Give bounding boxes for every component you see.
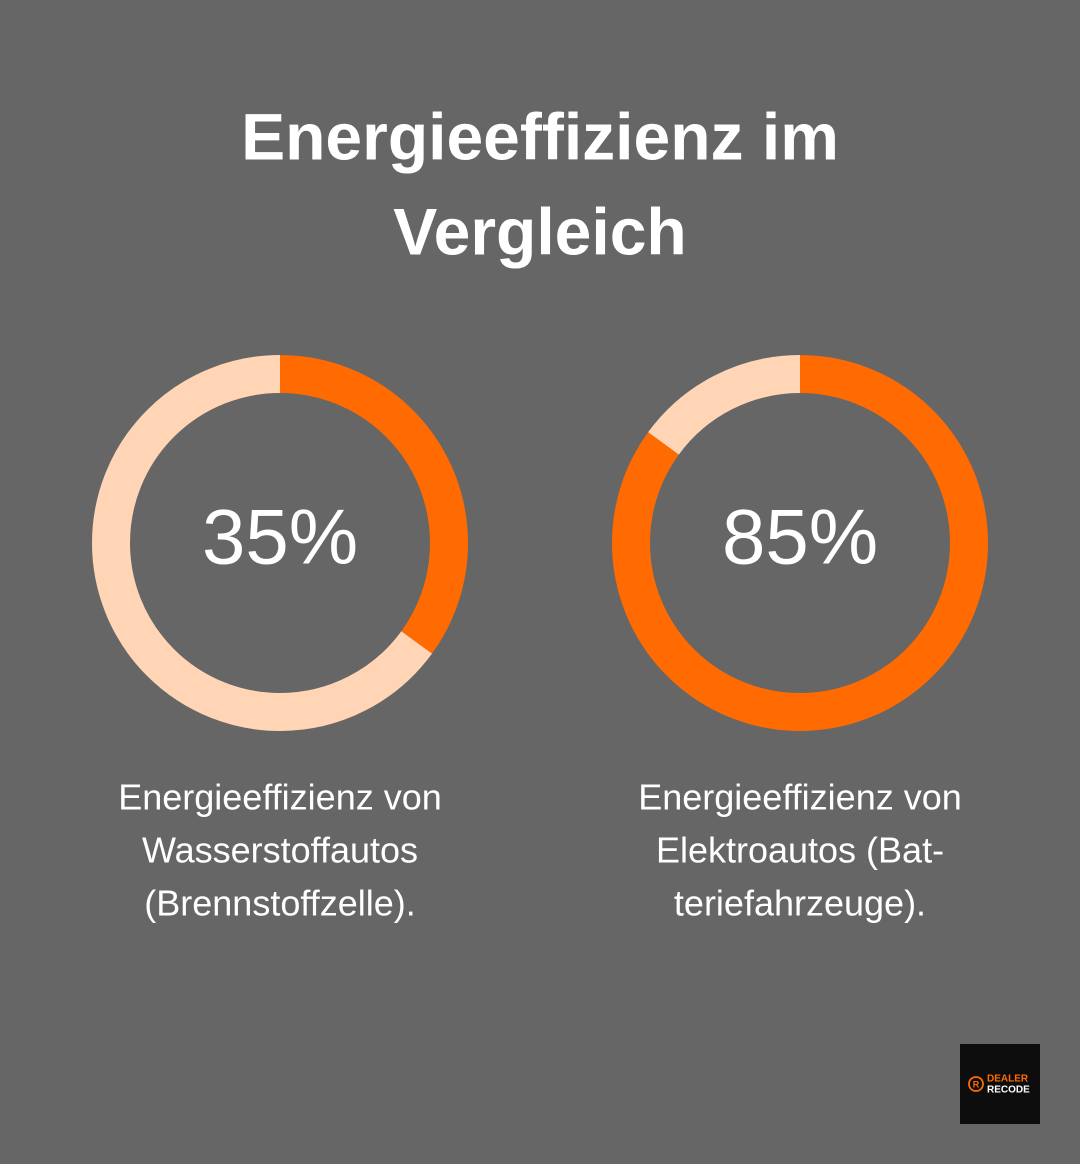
- logo-text: DEALER: [987, 1074, 1029, 1085]
- donut-segment: [92, 355, 468, 731]
- caption-line: Elektroautos (Bat-: [656, 830, 944, 871]
- logo-text: RECODE: [987, 1085, 1030, 1096]
- caption-line: Energieeffizienz von: [118, 777, 442, 818]
- logo-icon-letter: R: [973, 1079, 980, 1089]
- title-line: Vergleich: [393, 194, 687, 268]
- caption-line: teriefahrzeuge).: [674, 883, 926, 924]
- caption-line: (Brennstoffzelle).: [144, 883, 415, 924]
- center-label: 35%: [202, 493, 358, 581]
- title-line: Energieeffizienz im: [241, 99, 839, 173]
- donut-segment: [612, 355, 988, 731]
- caption-line: Wasserstoffautos: [142, 830, 418, 871]
- logo-icon: [968, 1076, 984, 1092]
- center-label: 85%: [722, 493, 878, 581]
- logo-box: [960, 1044, 1040, 1124]
- caption-line: Energieeffizienz von: [638, 777, 962, 818]
